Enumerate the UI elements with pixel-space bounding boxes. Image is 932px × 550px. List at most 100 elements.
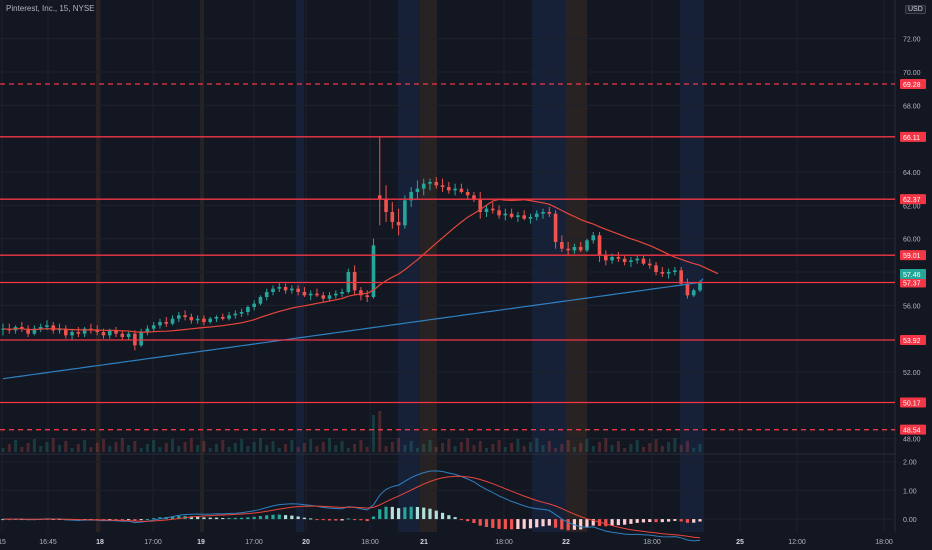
candle-body — [239, 312, 244, 314]
macd-histogram-bar — [214, 517, 219, 520]
candle-body — [585, 240, 589, 251]
macd-histogram-bar — [321, 519, 325, 521]
candle-body — [465, 192, 470, 196]
volume-bar — [171, 439, 175, 452]
time-tick-label: 18:00 — [875, 539, 893, 546]
macd-tick-label: 2.00 — [903, 460, 917, 467]
volume-bar — [296, 447, 300, 452]
macd-histogram-bar — [346, 518, 350, 520]
candle-body — [666, 272, 671, 274]
volume-bar — [365, 447, 369, 452]
candle-body — [352, 272, 357, 291]
candle-body — [151, 325, 156, 329]
volume-bar — [252, 442, 256, 452]
volume-bar — [604, 438, 608, 452]
time-tick-label: 17:00 — [144, 539, 162, 546]
macd-histogram-bar — [208, 517, 212, 520]
candle-body — [334, 293, 338, 296]
candle-body — [170, 318, 175, 324]
volume-bar — [133, 441, 137, 452]
candle-body — [283, 287, 288, 291]
macd-histogram-bar — [302, 517, 307, 520]
candle-body — [264, 292, 269, 297]
volume-bar — [623, 448, 627, 452]
volume-bar — [397, 438, 401, 452]
candle-body — [70, 332, 74, 336]
level-tag — [900, 250, 926, 261]
candle-body — [641, 258, 646, 264]
level-tag-label: 57.37 — [903, 281, 921, 288]
volume-bar — [378, 411, 382, 452]
candle-body — [673, 270, 677, 272]
macd-histogram-bar — [679, 519, 683, 522]
currency-badge[interactable]: USD — [905, 5, 926, 14]
volume-bar — [39, 446, 43, 452]
candle-body — [252, 303, 256, 307]
candle-body — [290, 288, 294, 291]
volume-bar — [277, 448, 281, 452]
candle-body — [120, 333, 125, 337]
candle-body — [308, 293, 313, 296]
time-tick-label: 17:00 — [245, 539, 263, 546]
macd-histogram-bar — [233, 517, 237, 520]
candle-body — [509, 213, 514, 217]
candle-body — [560, 242, 564, 249]
candle-body — [616, 257, 621, 259]
candle-body — [647, 263, 652, 266]
macd-histogram-bar — [459, 519, 463, 521]
volume-bar — [598, 442, 602, 452]
level-tag — [900, 194, 926, 205]
candle-body — [76, 332, 81, 334]
volume-bar — [108, 446, 112, 452]
level-tag — [900, 424, 926, 435]
volume-bar — [585, 439, 589, 452]
time-tick-label: 18 — [96, 539, 104, 546]
macd-histogram-bar — [221, 517, 225, 520]
volume-bar — [145, 444, 149, 452]
level-tag-label: 66.11 — [903, 135, 920, 142]
volume-bar — [127, 445, 131, 452]
macd-histogram-bar — [667, 519, 671, 522]
candle-body — [45, 325, 49, 327]
level-tag-label: 50.17 — [903, 401, 921, 408]
macd-histogram-bar — [283, 515, 288, 520]
volume-bar — [685, 441, 689, 452]
ma-red-line — [2, 198, 719, 333]
candle-body — [635, 258, 640, 261]
volume-bar — [315, 446, 319, 452]
candle-body — [553, 213, 558, 242]
volume-bar — [610, 445, 614, 452]
volume-bar — [566, 440, 570, 452]
volume-bar — [359, 440, 363, 452]
macd-histogram-bar — [327, 519, 332, 521]
macd-histogram-bar — [202, 517, 206, 520]
volume-bar — [120, 438, 124, 452]
time-tick-label: 16:45 — [39, 539, 57, 546]
time-tick-label: 15 — [0, 539, 6, 546]
candle-body — [359, 290, 363, 296]
candle-body — [107, 330, 112, 336]
volume-bar — [70, 448, 74, 452]
volume-bar — [572, 447, 576, 452]
volume-bar — [177, 446, 181, 452]
macd-histogram-bar — [497, 519, 501, 529]
macd-histogram-bar — [145, 519, 150, 521]
macd-histogram-bar — [170, 516, 175, 520]
price-tick-label: 72.00 — [903, 37, 921, 44]
macd-histogram-bar — [396, 508, 401, 520]
macd-histogram-bar — [309, 518, 313, 520]
price-tick-label: 70.00 — [903, 70, 921, 77]
macd-histogram-bar — [139, 519, 143, 521]
candle-body — [654, 265, 658, 272]
candle-body — [38, 327, 43, 329]
session-band — [200, 0, 204, 532]
candle-body — [484, 208, 489, 212]
macd-histogram-bar — [685, 519, 690, 523]
level-tag — [900, 397, 926, 408]
macd-histogram-bar — [541, 519, 545, 527]
time-tick-label: 19 — [197, 539, 205, 546]
candle-body — [296, 288, 300, 292]
volume-bar — [58, 445, 62, 452]
volume-bar — [114, 442, 118, 452]
